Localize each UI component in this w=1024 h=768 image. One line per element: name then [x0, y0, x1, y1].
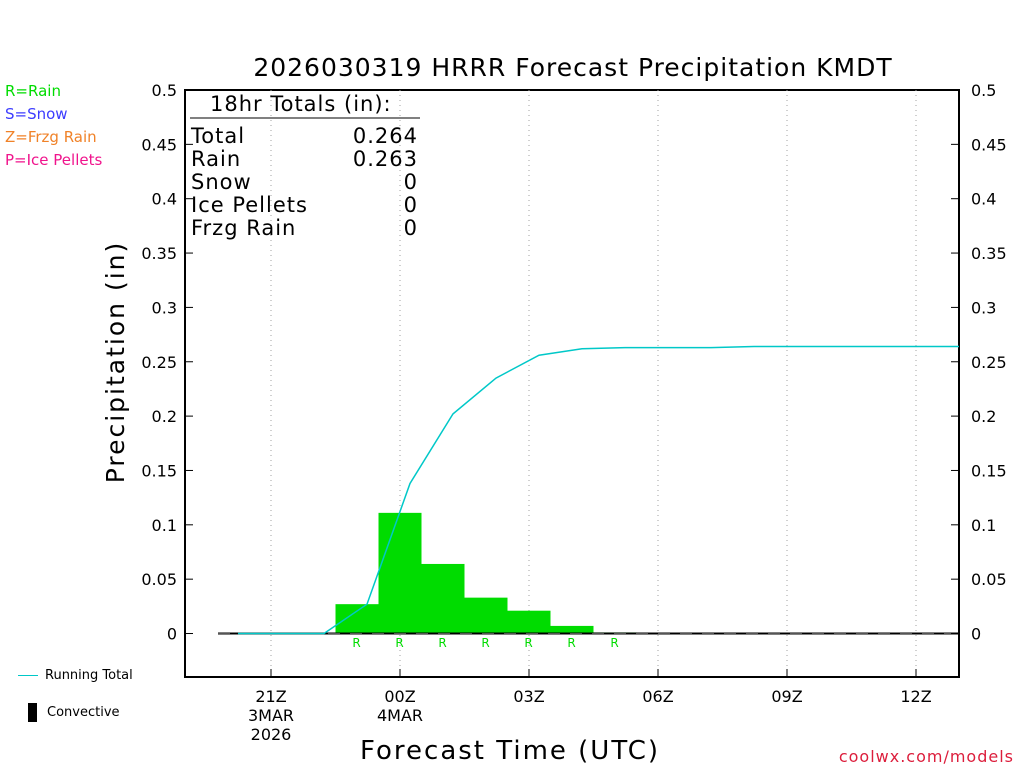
y-tick-label-left: 0.35: [141, 244, 177, 263]
precip-bar: [378, 512, 422, 634]
totals-row-value: 0: [404, 193, 418, 217]
totals-row-label: Total: [190, 124, 245, 148]
precip-type-letter: R: [610, 636, 618, 650]
y-tick-label-right: 0.25: [971, 353, 1007, 372]
legend-frzg-rain: Z=Frzg Rain: [5, 128, 97, 146]
x-axis-label: Forecast Time (UTC): [360, 736, 660, 766]
precip-bar: [421, 563, 465, 634]
totals-row-label: Snow: [191, 170, 252, 194]
totals-row-value: 0: [404, 170, 418, 194]
y-tick-label-right: 0.15: [971, 461, 1007, 480]
precip-type-letter: R: [481, 636, 489, 650]
y-tick-label-right: 0.3: [971, 298, 996, 317]
line-layer: [238, 345, 959, 635]
y-tick-label-right: 0: [971, 625, 981, 644]
tick-layer: [185, 89, 959, 677]
x-tick-label: 09Z: [771, 687, 802, 706]
y-tick-label-left: 0.4: [152, 190, 177, 209]
totals-row-value: 0.264: [353, 124, 418, 148]
precip-bar: [335, 604, 379, 634]
running-total-swatch: [18, 675, 38, 676]
totals-row-value: 0.263: [353, 147, 418, 171]
precip-type-letter: R: [567, 636, 575, 650]
y-tick-label-right: 0.1: [971, 516, 996, 535]
legend-ice-pellets: P=Ice Pellets: [5, 151, 103, 169]
running-total-line: [238, 345, 959, 635]
y-tick-label-left: 0.25: [141, 353, 177, 372]
y-tick-label-right: 0.5: [971, 81, 996, 100]
y-tick-label-left: 0.2: [152, 407, 177, 426]
totals-row-label: Frzg Rain: [191, 216, 296, 240]
convective-swatch: [28, 703, 37, 722]
y-tick-label-left: 0.1: [152, 516, 177, 535]
y-tick-label-left: 0.3: [152, 298, 177, 317]
y-tick-label-left: 0.15: [141, 461, 177, 480]
y-tick-label-right: 0.05: [971, 570, 1007, 589]
precip-bar: [464, 597, 508, 634]
x-tick-label: 06Z: [642, 687, 673, 706]
x-tick-label: 21Z: [255, 687, 286, 706]
x-tick-label: 12Z: [900, 687, 931, 706]
precip-type-letter: R: [438, 636, 446, 650]
x-tick-label: 03Z: [513, 687, 544, 706]
legend-snow: S=Snow: [5, 105, 68, 123]
legend-rain: R=Rain: [5, 82, 61, 100]
totals-row-label: Rain: [191, 147, 241, 171]
y-tick-label-left: 0.45: [141, 135, 177, 154]
plot-frame: [184, 89, 960, 678]
y-tick-label-left: 0.5: [152, 81, 177, 100]
x-tick-label: 3MAR: [248, 706, 294, 725]
precip-type-letter: R: [395, 636, 403, 650]
y-tick-label-right: 0.45: [971, 135, 1007, 154]
convective-legend: Convective: [28, 703, 120, 722]
precip-type-letter: R: [352, 636, 360, 650]
y-tick-label-right: 0.4: [971, 190, 996, 209]
credit-text: coolwx.com/models: [839, 747, 1014, 766]
totals-row-value: 0: [404, 216, 418, 240]
running-total-legend: Running Total: [18, 668, 133, 683]
running-total-legend-label: Running Total: [45, 668, 133, 683]
y-tick-label-right: 0.35: [971, 244, 1007, 263]
x-tick-label: 2026: [251, 725, 292, 744]
chart-title: 2026030319 HRRR Forecast Precipitation K…: [253, 53, 892, 82]
totals-row-label: Ice Pellets: [191, 193, 308, 217]
x-tick-label: 00Z: [384, 687, 415, 706]
y-tick-label-right: 0.2: [971, 407, 996, 426]
y-axis-label: Precipitation (in): [101, 241, 130, 484]
y-tick-label-left: 0: [167, 625, 177, 644]
totals-header: 18hr Totals (in):: [210, 92, 392, 116]
precip-type-letter: R: [524, 636, 532, 650]
precip-bar: [507, 610, 551, 634]
y-tick-label-left: 0.05: [141, 570, 177, 589]
convective-legend-label: Convective: [47, 705, 120, 720]
x-tick-label: 4MAR: [377, 706, 423, 725]
grid-layer: [270, 90, 917, 677]
bar-layer: [335, 512, 637, 634]
precip-type-legend: R=Rain S=Snow Z=Frzg Rain P=Ice Pellets: [5, 80, 102, 172]
precip-bar: [550, 625, 594, 634]
